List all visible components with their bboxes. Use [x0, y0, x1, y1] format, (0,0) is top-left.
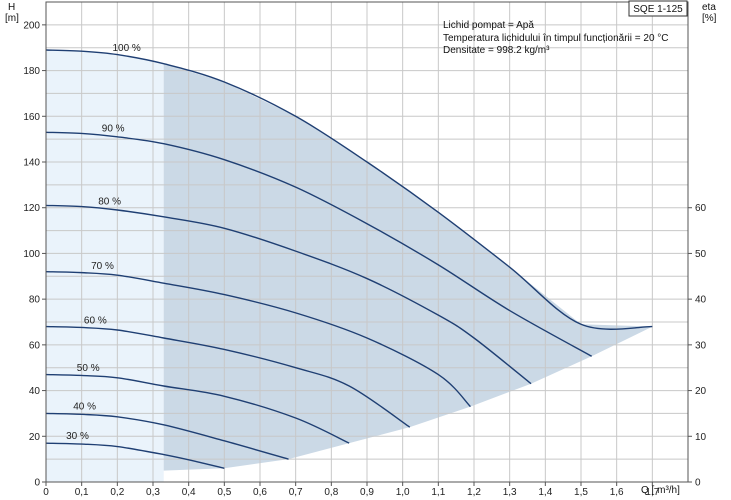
y-right-tick-label: 50: [695, 249, 707, 260]
y-left-unit: [m]: [5, 13, 19, 24]
y-right-tick-label: 30: [695, 340, 707, 351]
x-tick-label: 0,1: [75, 487, 89, 498]
x-tick-label: 0,9: [360, 487, 374, 498]
light-operating-region: [46, 50, 164, 482]
x-tick-label: 0,8: [324, 487, 338, 498]
y-tick-label: 20: [29, 432, 41, 443]
main-operating-region: [163, 63, 653, 471]
curve-label-90pct: 90 %: [102, 124, 125, 135]
x-tick-label: 0,6: [253, 487, 267, 498]
y-tick-label: 80: [29, 295, 41, 306]
curve-line-70pct: [45, 271, 471, 408]
x-tick-label: 0,5: [217, 487, 231, 498]
y-tick-label: 60: [29, 340, 41, 351]
y-tick-label: 200: [23, 20, 40, 31]
x-tick-label: 0,7: [289, 487, 303, 498]
curve-label-50pct: 50 %: [77, 363, 100, 374]
x-tick-label: 1,2: [467, 487, 481, 498]
curve-label-70pct: 70 %: [91, 261, 114, 272]
x-tick-label: 1,6: [610, 487, 624, 498]
model-badge: SQE 1-125: [633, 4, 683, 15]
y-tick-label: 160: [23, 112, 40, 123]
y-right-ticks: 0 10 20 30 40 50 60: [688, 203, 707, 489]
y-left-ticks: 0 20 40 60 80 100 120 140 160 180 200: [23, 20, 46, 489]
x-tick-label: 0,3: [146, 487, 160, 498]
x-tick-label: 1,7: [645, 487, 659, 498]
x-tick-label: 1,0: [396, 487, 410, 498]
annotation-density: Densitate = 998.2 kg/m³: [443, 45, 550, 56]
curve-label-40pct: 40 %: [73, 402, 96, 413]
y-tick-label: 120: [23, 203, 40, 214]
curve-label-80pct: 80 %: [98, 196, 121, 207]
y-right-tick-label: 20: [695, 386, 707, 397]
curve-line-50pct: [45, 373, 350, 444]
x-axis-ticks: 0 0,1 0,2 0,3 0,4 0,5 0,6 0,7 0,8 0,9 1,0 1,1 1,2 1,3…: [43, 482, 660, 498]
y-right-unit: [%]: [702, 13, 717, 24]
y-right-tick-label: 10: [695, 432, 707, 443]
y-tick-label: 0: [34, 478, 40, 489]
curve-label-100pct: 100 %: [112, 43, 140, 54]
curve-line-90pct: [45, 131, 593, 357]
x-tick-label: 0: [43, 487, 49, 498]
y-tick-label: 40: [29, 386, 41, 397]
x-tick-label: 1,3: [503, 487, 517, 498]
curve-line-30pct: [45, 442, 225, 469]
y-right-label: eta: [702, 2, 716, 13]
x-axis-label: Q [ m³/h]: [641, 485, 680, 496]
curve-line-40pct: [45, 412, 289, 460]
annotation-temperature: Temperatura lichidului în timpul funcțio…: [443, 33, 669, 44]
y-right-tick-label: 0: [695, 478, 701, 489]
x-tick-label: 0,4: [182, 487, 196, 498]
x-tick-label: 1,5: [574, 487, 588, 498]
y-tick-label: 140: [23, 158, 40, 169]
curve-labels: 100 % 90 % 80 % 70 % 60 % 50 % 40 % 30 %: [66, 43, 141, 442]
x-tick-label: 0,2: [110, 487, 124, 498]
x-tick-label: 1,1: [431, 487, 445, 498]
curve-label-30pct: 30 %: [66, 431, 89, 442]
operating-areas: [46, 50, 653, 482]
curve-series: [45, 49, 653, 469]
y-left-label: H: [8, 2, 15, 13]
y-tick-label: 100: [23, 249, 40, 260]
y-right-tick-label: 60: [695, 203, 707, 214]
curve-label-60pct: 60 %: [84, 315, 107, 326]
model-badge-box: [628, 0, 688, 17]
curve-line-80pct: [45, 204, 532, 385]
curve-line-100pct: [45, 49, 653, 330]
y-right-tick-label: 40: [695, 295, 707, 306]
annotation-liquid: Lichid pompat = Apă: [443, 20, 534, 31]
x-tick-label: 1,4: [538, 487, 552, 498]
curve-line-60pct: [45, 325, 411, 428]
y-tick-label: 180: [23, 66, 40, 77]
